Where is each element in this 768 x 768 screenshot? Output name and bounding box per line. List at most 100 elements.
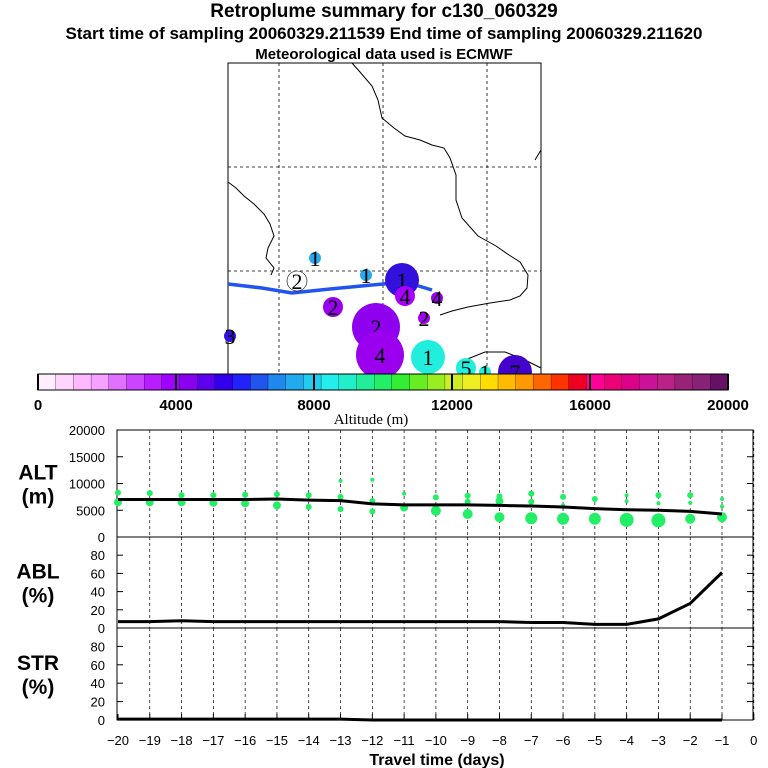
alt-point	[305, 504, 312, 511]
marker-label: 2	[292, 269, 303, 294]
colorbar-tick-label: 0	[34, 397, 42, 414]
alt-point	[369, 508, 376, 515]
panel-alt: 0 5000 10000 15000 20000 ALT(m)	[18, 423, 755, 545]
map-marker: 2	[323, 295, 343, 320]
x-tick-label: −10	[425, 733, 447, 748]
time-series-panels: 05000100001500020000ALT(m)020406080ABL(%…	[16, 423, 755, 728]
colorbar-cell	[639, 373, 658, 391]
x-tick-label: −15	[266, 733, 288, 748]
str-line	[118, 717, 722, 722]
colorbar-cell	[621, 373, 641, 391]
alt-point	[464, 498, 471, 505]
colorbar-cell	[267, 373, 287, 391]
panel-ylabel: ABL	[16, 561, 59, 584]
alt-point	[146, 490, 153, 497]
marker-label: 2	[328, 295, 339, 320]
marker-label: 3	[225, 324, 236, 349]
colorbar-tick-label: 16000	[569, 397, 611, 414]
marker-label: 1	[361, 263, 372, 288]
alt-point	[115, 489, 121, 496]
x-tick-label: −20	[107, 733, 129, 748]
colorbar-tick-label: 20000	[707, 397, 749, 414]
colorbar-cell	[497, 373, 517, 391]
marker-dot	[395, 286, 415, 306]
abl-line	[118, 571, 724, 626]
coastlines	[227, 62, 542, 369]
alt-point	[588, 512, 601, 525]
y-tick-label: 0	[98, 713, 105, 728]
colorbar-cell	[550, 373, 570, 391]
x-axis-label: Travel time (days)	[369, 752, 504, 768]
alt-point	[685, 513, 696, 524]
y-tick-label: 60	[91, 566, 105, 581]
marker-dot	[356, 331, 404, 379]
alt-point	[591, 496, 598, 503]
y-tick-label: 80	[91, 548, 105, 563]
y-tick-label: 10000	[69, 477, 105, 492]
marker-dot	[309, 252, 321, 264]
alt-point	[178, 492, 185, 499]
alt-point	[624, 499, 629, 504]
alt-point	[720, 504, 724, 509]
alt-point	[273, 491, 280, 498]
colorbar-cell	[303, 373, 322, 391]
x-tick-label: 0	[750, 733, 757, 748]
sampling-time-line: Start time of sampling 20060329.211539 E…	[65, 24, 703, 43]
x-tick-label: −16	[234, 733, 256, 748]
colorbar-cell	[214, 373, 234, 391]
marker-dot	[286, 270, 308, 292]
map-graticule	[228, 63, 541, 375]
colorbar-cell	[391, 373, 411, 391]
panel-ylabel-unit: (%)	[22, 676, 55, 699]
alt-point	[528, 498, 535, 505]
alt-point	[495, 497, 504, 506]
alt-point	[242, 491, 249, 498]
y-tick-label: 0	[98, 530, 105, 545]
colorbar-cell	[427, 373, 446, 391]
marker-label: 1	[397, 268, 408, 293]
colorbar-cell	[161, 373, 181, 391]
alt-point	[688, 500, 693, 505]
colorbar-cell	[444, 373, 464, 391]
x-tick-label: −5	[587, 733, 602, 748]
marker-label: 1	[310, 246, 321, 271]
colorbar-cell	[409, 373, 428, 391]
colorbar-cell	[657, 373, 676, 391]
alt-point	[494, 512, 505, 523]
map-marker: 1	[411, 340, 445, 374]
marker-label: 7	[510, 360, 521, 385]
x-tick-label: −19	[139, 733, 161, 748]
colorbar-cell	[285, 373, 305, 391]
x-tick-label: −7	[524, 733, 539, 748]
panel-ylabel-unit: (%)	[22, 585, 55, 608]
alt-point	[462, 508, 473, 519]
colorbar-cell	[515, 373, 535, 391]
colorbar-cell	[73, 373, 92, 391]
colorbar-cell	[462, 373, 481, 391]
colorbar-cell	[108, 373, 128, 391]
map-marker: 4	[431, 286, 443, 311]
colorbar-cell	[250, 373, 269, 391]
marker-dot	[456, 358, 476, 378]
alt-point	[370, 477, 375, 482]
colorbar-tick-label: 4000	[159, 397, 192, 414]
marker-dot	[418, 312, 430, 324]
map-marker: 2	[286, 269, 308, 294]
x-tick-label: −2	[683, 733, 698, 748]
altitude-colorbar: 0 4000 8000 12000 16000 20000 Altitude (m)	[34, 373, 749, 428]
marker-dot	[323, 297, 343, 317]
marker-label: 2	[419, 306, 430, 331]
panel-abl: 0 20 40 60 80 ABL(%)	[16, 536, 755, 636]
colorbar-tick-label: 12000	[431, 397, 473, 414]
map-marker: 1	[360, 263, 372, 288]
alt-point	[272, 501, 281, 510]
colorbar-tick-label: 8000	[297, 397, 330, 414]
marker-label: 2	[371, 315, 382, 340]
colorbar-label: Altitude (m)	[334, 412, 409, 428]
colorbar-cell	[320, 373, 340, 391]
x-tick-label: −6	[556, 733, 571, 748]
x-tick-label: −3	[651, 733, 666, 748]
marker-label: 1	[423, 345, 434, 370]
